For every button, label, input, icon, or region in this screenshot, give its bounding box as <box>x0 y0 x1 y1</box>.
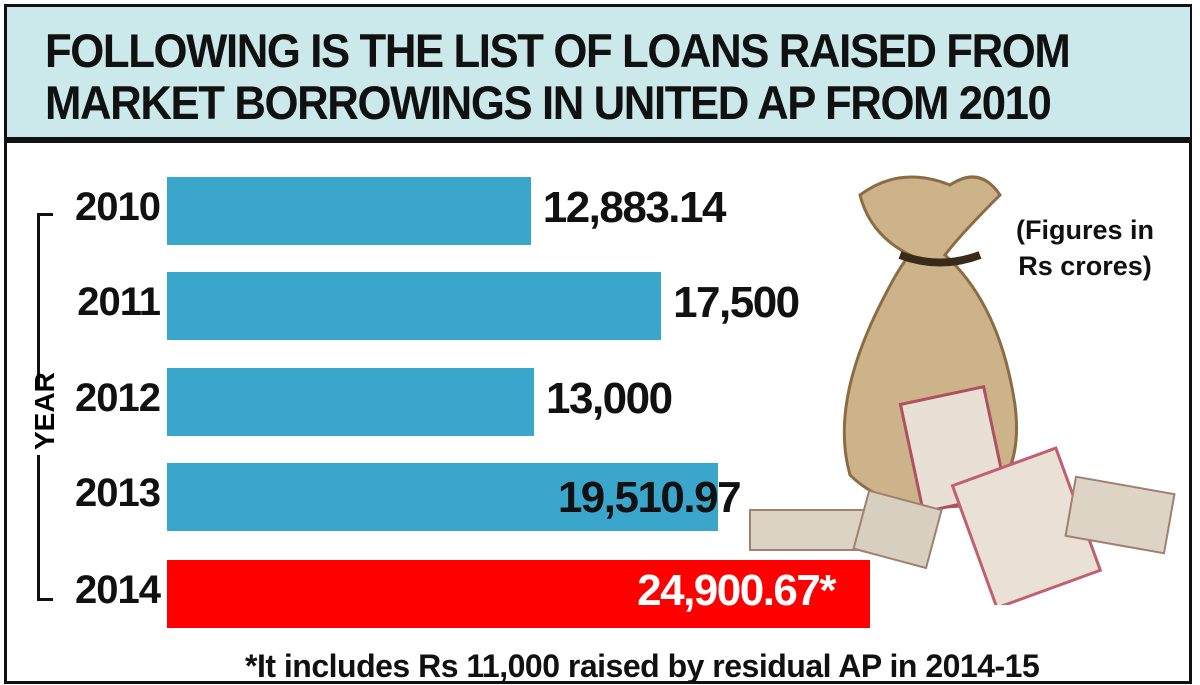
money-bag-illustration <box>749 175 1176 605</box>
y-tick-label: 2010 <box>75 185 161 229</box>
axis-bracket-tick-bottom <box>37 598 53 601</box>
bar-2012 <box>167 368 535 436</box>
footnote: *It includes Rs 11,000 raised by residua… <box>245 648 1040 684</box>
data-label: 19,510.97 <box>557 473 742 522</box>
axis-bracket-top <box>37 213 40 388</box>
data-label: 13,000 <box>546 374 673 423</box>
y-tick-label: 2011 <box>77 280 161 324</box>
y-tick-label: 2012 <box>75 376 161 420</box>
data-label: 17,500 <box>673 278 800 327</box>
currency-bundles-icon <box>749 384 1176 605</box>
bar-2014 <box>167 560 870 628</box>
bar-2010 <box>167 177 531 245</box>
y-tick-label: 2013 <box>75 471 161 515</box>
data-label: 24,900.67* <box>637 566 836 615</box>
bar-2013 <box>167 463 718 531</box>
axis-bracket-tick-top <box>37 213 53 216</box>
y-tick-label: 2014 <box>75 568 161 612</box>
title-banner: FOLLOWING IS THE LIST OF LOANS RAISED FR… <box>7 7 1190 140</box>
chart-title: FOLLOWING IS THE LIST OF LOANS RAISED FR… <box>45 24 1071 129</box>
divider <box>7 140 1190 143</box>
axis-bracket-bottom <box>37 455 40 600</box>
bar-2011 <box>167 272 662 340</box>
unit-note: (Figures in Rs crores) <box>1015 215 1154 281</box>
data-label: 12,883.14 <box>542 183 727 232</box>
